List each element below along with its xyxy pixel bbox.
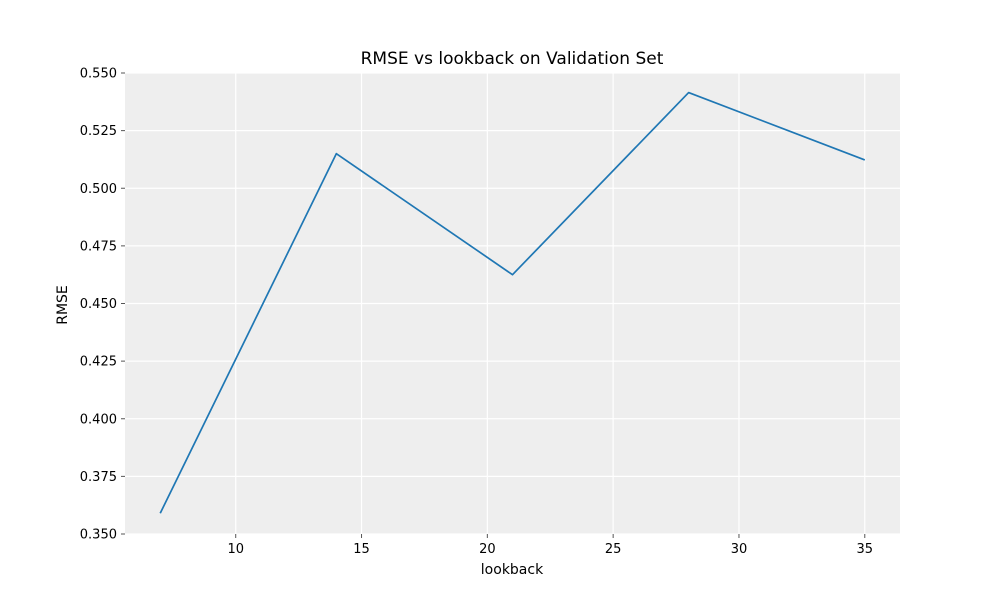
y-tick-label: 0.450 [80,297,117,312]
y-tick-label: 0.525 [80,124,117,139]
x-axis-label: lookback [481,562,544,578]
x-tick-label: 35 [856,542,873,557]
y-axis-label: RMSE [55,285,71,325]
y-tick-label: 0.400 [80,412,117,427]
axis-ticks: 10 15 20 25 30 35 0.350 0.375 0.400 0.425 0.450 0.4… [80,67,873,558]
chart-title: RMSE vs lookback on Validation Set [361,49,664,69]
x-tick-label: 20 [479,542,496,557]
y-tick-label: 0.550 [80,67,117,82]
grid-lines [125,72,900,535]
series-group [159,91,866,514]
y-tick-label: 0.500 [80,182,117,197]
y-tick-label: 0.475 [80,239,117,254]
y-tick-label: 0.375 [80,470,117,485]
x-tick-label: 25 [605,542,622,557]
x-tick-label: 15 [353,542,370,557]
x-tick-label: 10 [227,542,244,557]
series-line [159,91,866,514]
x-tick-label: 30 [731,542,748,557]
y-tick-label: 0.350 [80,528,117,543]
y-tick-label: 0.425 [80,355,117,370]
